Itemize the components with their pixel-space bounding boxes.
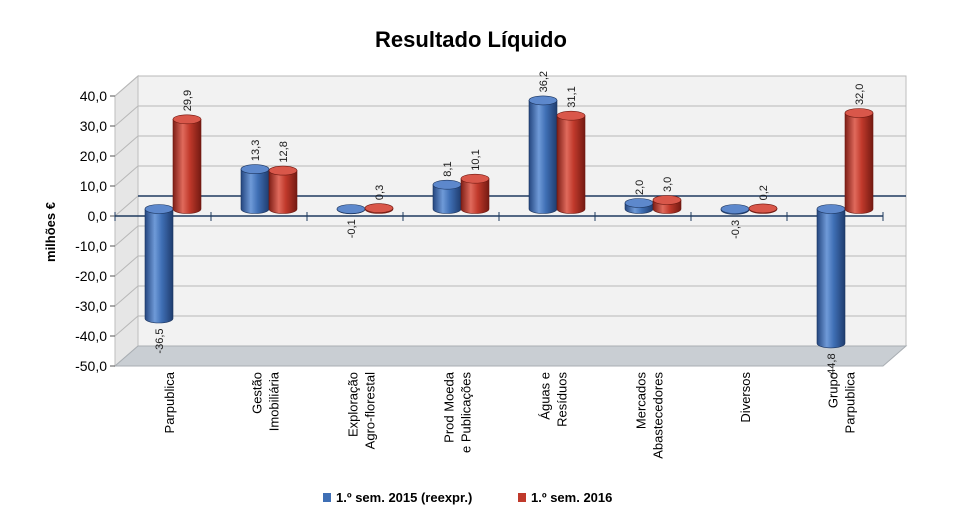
bar-cap (844, 108, 874, 118)
y-tick-label: -40,0 (75, 328, 107, 344)
bar-cap (240, 164, 270, 174)
category-label: Imobiliária (267, 371, 282, 431)
bar-cap (460, 173, 490, 184)
data-label: 13,3 (250, 140, 262, 161)
data-labels: -36,5 13,3 -0,1 8,1 36,2 2,0 -0,3 -44,8 29,9 12,8… (154, 71, 866, 378)
category-label: Águas e (538, 372, 553, 420)
y-tick-label: 20,0 (80, 148, 107, 164)
category-label: Mercados (634, 372, 649, 430)
category-label: Parpublica (162, 371, 177, 433)
data-label: 12,8 (278, 141, 290, 162)
category-label: Gestão (250, 372, 265, 414)
category-label: Abastecedores (651, 372, 666, 459)
data-label: -0,1 (346, 219, 358, 238)
legend-label-2016: 1.º sem. 2016 (531, 490, 612, 505)
legend-swatch-2015 (323, 493, 331, 502)
bar-cap (364, 203, 394, 213)
data-label: 2,0 (634, 180, 646, 195)
y-tick-label: 30,0 (80, 118, 107, 134)
bar-body (144, 208, 174, 324)
data-label: 8,1 (442, 161, 454, 176)
bar-body (844, 112, 874, 214)
category-label: Prod Moeda (442, 371, 457, 443)
bar-body (268, 170, 298, 214)
data-label: -44,8 (826, 353, 838, 378)
category-label: Exploração (346, 372, 361, 437)
gridline-side (114, 165, 139, 187)
data-label: -0,3 (730, 220, 742, 239)
bar-body (556, 115, 586, 214)
category-labels: Parpublica Gestão Imobiliária Exploração Agr… (162, 371, 858, 458)
y-axis-ticks: 40,0 30,0 20,0 10,0 0,0 -10,0 -20,0 -30,0 -40,0 -… (75, 88, 115, 374)
gridline-side (114, 75, 139, 97)
gridline-side (114, 105, 139, 127)
bar-cap (556, 110, 586, 121)
y-tick-label: -20,0 (75, 268, 107, 284)
bar-cap (624, 198, 654, 208)
category-label: Grupo (826, 372, 841, 408)
data-label: 32,0 (854, 84, 866, 105)
data-label: 0,3 (374, 185, 386, 200)
bar-body (172, 119, 202, 214)
bars (144, 95, 874, 349)
gridline-side (114, 285, 139, 307)
gridline-side (114, 315, 139, 337)
bar-cap (172, 114, 202, 125)
floor (113, 345, 908, 367)
data-label: 31,1 (566, 86, 578, 107)
data-label: 10,1 (470, 149, 482, 170)
category-label: Resíduos (555, 372, 570, 427)
y-tick-label: 10,0 (80, 178, 107, 194)
bar-cap (720, 204, 750, 214)
chart-title: Resultado Líquido (375, 27, 567, 52)
category-label: Parpublica (843, 371, 858, 433)
side-wall (114, 74, 139, 368)
y-tick-label: -30,0 (75, 298, 107, 314)
data-label: 36,2 (538, 71, 550, 92)
bar-cap (816, 204, 846, 214)
data-label: -36,5 (154, 329, 166, 354)
y-tick-label: 40,0 (80, 88, 107, 104)
gridline-side (114, 135, 139, 157)
y-tick-label: -10,0 (75, 238, 107, 254)
gridline-side (114, 225, 139, 247)
bar-cap (432, 179, 462, 190)
y-tick-label: 0,0 (88, 208, 108, 224)
bar-body (240, 168, 270, 214)
data-label: 0,2 (758, 185, 770, 200)
gridline-side (114, 195, 139, 217)
data-label: 3,0 (662, 177, 674, 192)
bar-cap (144, 204, 174, 214)
bar-body (816, 208, 846, 349)
bar-cap (528, 95, 558, 106)
gridline-side (114, 255, 139, 277)
data-label: 29,9 (182, 90, 194, 111)
category-label: Agro-florestal (363, 372, 378, 449)
legend-label-2015: 1.º sem. 2015 (reexpr.) (336, 490, 472, 505)
x-axis-ticks (114, 212, 884, 221)
bar-cap (268, 165, 298, 176)
legend-swatch-2016 (518, 493, 526, 502)
category-label: Diversos (738, 372, 753, 423)
legend: 1.º sem. 2015 (reexpr.) 1.º sem. 2016 (323, 490, 612, 505)
bar-body (528, 100, 558, 214)
bar-cap (336, 204, 366, 214)
y-axis-label: milhões € (43, 202, 58, 262)
bar-cap (652, 195, 682, 205)
category-label: e Publicações (459, 372, 474, 453)
y-tick-label: -50,0 (75, 358, 107, 374)
bar-cap (748, 203, 778, 214)
bar-body (460, 178, 490, 214)
